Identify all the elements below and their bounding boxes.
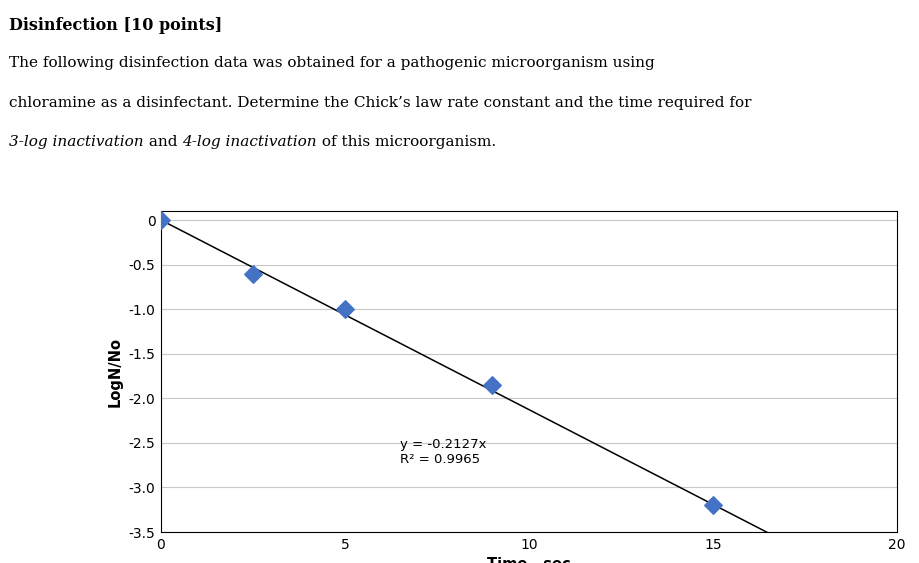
Point	[153, 216, 168, 225]
Text: y = -0.2127x
R² = 0.9965: y = -0.2127x R² = 0.9965	[400, 439, 486, 466]
Point	[705, 501, 720, 510]
Text: chloramine as a disinfectant. Determine the Chick’s law rate constant and the ti: chloramine as a disinfectant. Determine …	[9, 96, 751, 110]
Text: of this microorganism.: of this microorganism.	[316, 135, 495, 149]
Text: 4-log inactivation: 4-log inactivation	[182, 135, 316, 149]
Point	[337, 305, 352, 314]
Text: and: and	[143, 135, 182, 149]
Text: Disinfection [10 points]: Disinfection [10 points]	[9, 17, 222, 34]
Text: 3-log inactivation: 3-log inactivation	[9, 135, 143, 149]
Text: The following disinfection data was obtained for a pathogenic microorganism usin: The following disinfection data was obta…	[9, 56, 654, 70]
Point	[245, 269, 260, 278]
X-axis label: Time , sec: Time , sec	[487, 557, 570, 563]
Y-axis label: LogN/No: LogN/No	[108, 337, 123, 406]
Point	[484, 381, 499, 390]
